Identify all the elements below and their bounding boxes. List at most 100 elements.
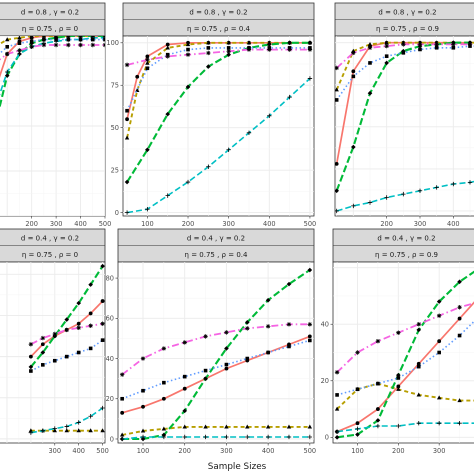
point-pink bbox=[416, 322, 421, 327]
point-red bbox=[141, 404, 145, 409]
point-teal bbox=[100, 405, 105, 411]
gridlines bbox=[123, 36, 314, 216]
point-pink bbox=[206, 50, 211, 56]
point-green bbox=[384, 60, 389, 66]
series-line-teal bbox=[336, 180, 474, 212]
x-tick-label: 500 bbox=[304, 220, 317, 228]
strip-label: d = 0.4 , γ = 0.2 bbox=[21, 235, 79, 243]
y-tick-label: 0 bbox=[115, 209, 119, 217]
point-teal bbox=[396, 423, 401, 429]
point-pink bbox=[76, 325, 81, 331]
series-line-pink bbox=[126, 48, 310, 66]
point-teal bbox=[416, 421, 421, 426]
point-green bbox=[416, 327, 422, 333]
point-teal bbox=[434, 185, 439, 190]
panel-6: d = 0.4 , γ = 0.2 η = 0.75 , ρ = 0.9 100 20… bbox=[321, 228, 474, 455]
point-green bbox=[182, 408, 188, 414]
series-line-red bbox=[0, 36, 105, 78]
point-blue bbox=[76, 350, 81, 355]
point-olive bbox=[226, 40, 231, 45]
point-blue bbox=[457, 333, 462, 338]
x-tick-label: 400 bbox=[447, 220, 460, 228]
strip-label: d = 0.4 , γ = 0.2 bbox=[187, 235, 245, 243]
point-pink bbox=[265, 324, 271, 329]
point-green bbox=[367, 90, 373, 96]
point-teal bbox=[140, 434, 146, 440]
point-olive bbox=[206, 40, 211, 45]
point-teal bbox=[307, 434, 313, 440]
point-blue bbox=[206, 46, 211, 50]
point-blue bbox=[5, 45, 10, 49]
point-pink bbox=[396, 330, 401, 335]
series-line-teal bbox=[336, 422, 474, 433]
y-tick-label: 25 bbox=[111, 166, 119, 174]
series-line-green bbox=[335, 41, 474, 192]
point-blue bbox=[54, 37, 58, 42]
strip-label: d = 0.8 , γ = 0.2 bbox=[189, 9, 247, 17]
x-tick-label: 300 bbox=[220, 447, 233, 455]
point-red bbox=[355, 421, 360, 426]
point-pink bbox=[335, 65, 339, 71]
point-pink bbox=[246, 47, 252, 52]
point-red bbox=[125, 117, 129, 122]
point-blue bbox=[42, 37, 46, 42]
point-blue bbox=[125, 108, 129, 113]
point-teal bbox=[307, 76, 313, 81]
point-green bbox=[4, 73, 10, 78]
point-red bbox=[88, 311, 93, 316]
point-teal bbox=[119, 436, 125, 442]
y-tick-label: 75 bbox=[111, 82, 119, 90]
point-teal bbox=[182, 434, 187, 440]
point-pink bbox=[457, 305, 462, 310]
point-blue bbox=[308, 338, 312, 343]
y-tick-label: 50 bbox=[111, 124, 119, 132]
series-line-red bbox=[121, 335, 311, 414]
y-tick-label: 20 bbox=[321, 377, 329, 385]
series-group bbox=[124, 40, 313, 215]
series-line-teal bbox=[0, 36, 105, 96]
point-pink bbox=[226, 49, 231, 54]
point-pink bbox=[29, 44, 34, 49]
point-teal bbox=[375, 423, 381, 429]
point-olive bbox=[286, 424, 292, 429]
panel-1: d = 0.8 , γ = 0.2 η = 0.75 , ρ = 0 200 300 4… bbox=[0, 2, 111, 228]
point-green bbox=[307, 267, 313, 273]
series-line-olive bbox=[335, 41, 474, 91]
point-blue bbox=[434, 45, 439, 50]
point-pink bbox=[434, 42, 439, 47]
point-red bbox=[100, 299, 105, 303]
point-pink bbox=[375, 338, 381, 344]
x-tick-label: 300 bbox=[433, 447, 446, 455]
point-blue bbox=[186, 47, 190, 52]
series-line-blue bbox=[121, 339, 311, 400]
point-green bbox=[78, 36, 83, 39]
point-teal bbox=[64, 424, 69, 429]
point-olive bbox=[5, 37, 10, 42]
point-green bbox=[206, 64, 211, 69]
y-tick-label: 0 bbox=[325, 434, 329, 442]
point-olive bbox=[17, 36, 22, 40]
panel-2: d = 0.8 , γ = 0.2 η = 0.75 , ρ = 0.4 100 20… bbox=[106, 2, 317, 228]
plot-area bbox=[117, 261, 315, 444]
point-teal bbox=[436, 421, 442, 426]
point-green bbox=[28, 364, 34, 370]
point-pink bbox=[119, 372, 125, 377]
x-tick-label: 200 bbox=[178, 447, 191, 455]
point-green bbox=[355, 432, 360, 437]
point-blue bbox=[17, 41, 22, 45]
point-green bbox=[244, 320, 250, 325]
point-olive bbox=[29, 36, 34, 38]
x-axis-title: Sample Sizes bbox=[208, 462, 267, 472]
point-red bbox=[120, 410, 125, 415]
point-green bbox=[287, 40, 292, 46]
point-teal bbox=[88, 414, 93, 419]
point-olive bbox=[76, 428, 81, 433]
point-pink bbox=[351, 50, 356, 56]
point-pink bbox=[286, 322, 292, 327]
point-red bbox=[145, 54, 150, 59]
point-teal bbox=[334, 429, 340, 434]
point-green bbox=[266, 42, 272, 47]
point-blue bbox=[203, 368, 208, 373]
gridlines bbox=[0, 36, 105, 216]
series-group bbox=[334, 270, 474, 440]
